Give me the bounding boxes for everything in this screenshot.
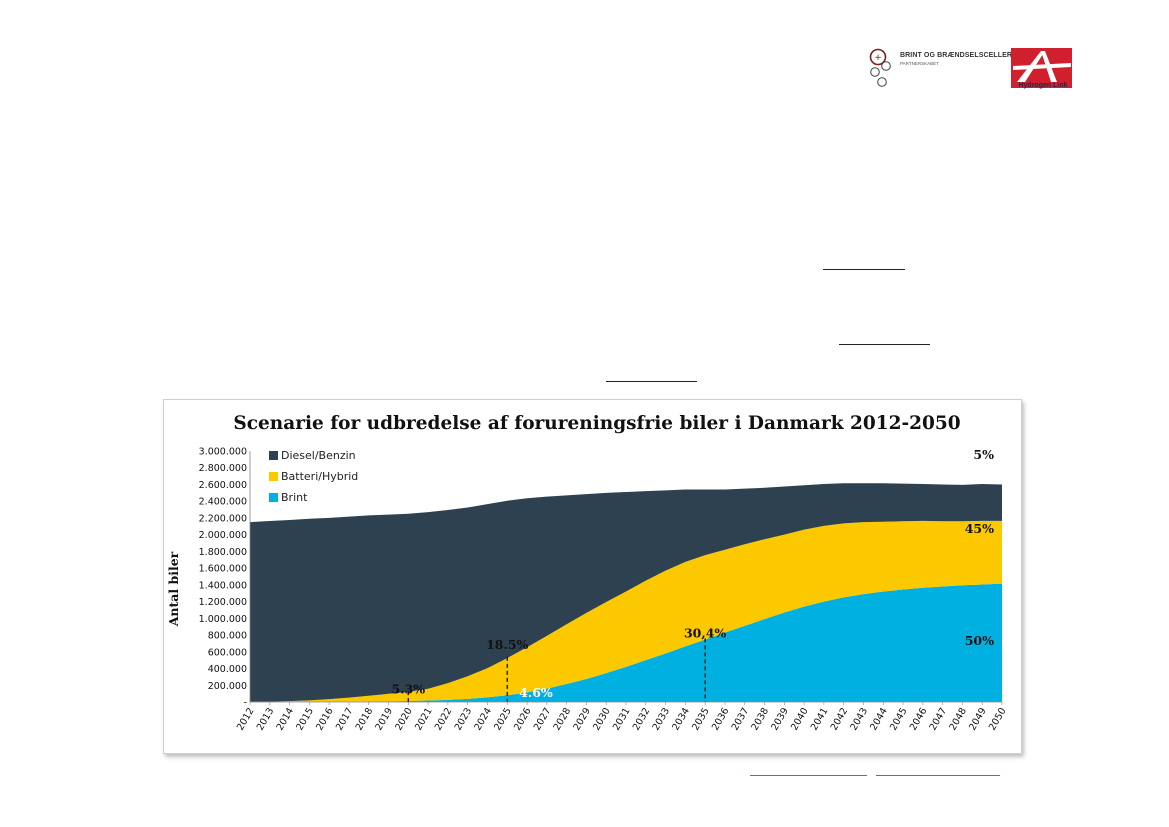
annotation-label: 45% bbox=[965, 521, 994, 536]
x-tick-label: 2012 bbox=[235, 706, 257, 732]
x-tick-label: 2036 bbox=[710, 706, 732, 732]
x-tick-label: 2025 bbox=[492, 706, 514, 732]
x-tick-label: 2046 bbox=[908, 706, 930, 732]
hydrogen-link-logo-icon bbox=[1011, 48, 1072, 88]
y-tick-label: 1.200.000 bbox=[199, 597, 247, 608]
annotation-label: 4.6% bbox=[519, 685, 553, 700]
x-tick-label: 2030 bbox=[591, 706, 613, 732]
x-tick-label: 2029 bbox=[571, 706, 593, 732]
x-tick-label: 2016 bbox=[314, 706, 336, 732]
x-tick-label: 2024 bbox=[472, 706, 494, 732]
legend-label: Diesel/Benzin bbox=[281, 449, 356, 462]
annotation-label: 5.3% bbox=[392, 681, 426, 696]
x-tick-label: 2015 bbox=[294, 706, 316, 732]
x-tick-label: 2021 bbox=[413, 706, 435, 732]
y-tick-label: 200.000 bbox=[208, 681, 247, 692]
y-tick-label: - bbox=[244, 698, 247, 709]
x-tick-label: 2049 bbox=[967, 706, 989, 732]
x-tick-label: 2035 bbox=[690, 706, 712, 732]
x-tick-label: 2037 bbox=[730, 706, 752, 732]
legend-swatch-diesel bbox=[269, 451, 278, 460]
x-tick-label: 2034 bbox=[670, 706, 692, 732]
link-underline-1 bbox=[750, 775, 867, 776]
x-tick-label: 2048 bbox=[947, 706, 969, 732]
x-tick-label: 2033 bbox=[651, 706, 673, 732]
legend-label: Batteri/Hybrid bbox=[281, 470, 358, 483]
svg-text:+: + bbox=[874, 53, 882, 63]
x-tick-label: 2013 bbox=[255, 706, 277, 732]
y-tick-label: 2.800.000 bbox=[199, 463, 247, 474]
y-tick-label: 400.000 bbox=[208, 664, 247, 675]
y-tick-label: 1.400.000 bbox=[199, 580, 247, 591]
x-tick-label: 2041 bbox=[809, 706, 831, 732]
y-tick-label: 1.000.000 bbox=[199, 614, 247, 625]
x-tick-label: 2032 bbox=[631, 706, 653, 732]
x-tick-label: 2045 bbox=[888, 706, 910, 732]
x-tick-label: 2022 bbox=[433, 706, 455, 732]
x-tick-label: 2031 bbox=[611, 706, 633, 732]
underline-2 bbox=[839, 344, 930, 345]
x-tick-label: 2020 bbox=[393, 706, 415, 732]
chart-title: Scenarie for udbredelse af forureningsfr… bbox=[233, 413, 960, 434]
y-tick-label: 600.000 bbox=[208, 647, 247, 658]
partnership-logo-subtitle: PARTNERSKABET bbox=[900, 61, 939, 66]
bubbles-logo-icon: + bbox=[869, 48, 891, 87]
hydrogen-link-logo-text: Hydrogen Link bbox=[1018, 82, 1068, 89]
partnership-logo-title: BRINT OG BRÆNDSELSCELLER bbox=[900, 52, 1013, 59]
x-tick-label: 2018 bbox=[354, 706, 376, 732]
x-tick-label: 2038 bbox=[750, 706, 772, 732]
y-axis-label: Antal biler bbox=[166, 551, 181, 627]
x-tick-label: 2026 bbox=[512, 706, 534, 732]
x-tick-label: 2039 bbox=[769, 706, 791, 732]
link-underline-2 bbox=[876, 775, 1000, 776]
area-batteri-hybrid bbox=[250, 520, 1002, 702]
y-tick-label: 800.000 bbox=[208, 631, 247, 642]
y-tick-label: 2.600.000 bbox=[199, 480, 247, 491]
annotation-label: 50% bbox=[965, 633, 994, 648]
x-tick-label: 2047 bbox=[928, 706, 950, 732]
legend-swatch-hydrogen bbox=[269, 493, 278, 502]
y-tick-label: 1.800.000 bbox=[199, 547, 247, 558]
x-tick-label: 2023 bbox=[453, 706, 475, 732]
x-tick-label: 2014 bbox=[275, 706, 297, 732]
x-tick-label: 2027 bbox=[532, 706, 554, 732]
y-tick-label: 2.400.000 bbox=[199, 497, 247, 508]
x-tick-label: 2028 bbox=[552, 706, 574, 732]
annotation-label: 5% bbox=[973, 447, 994, 462]
x-tick-label: 2042 bbox=[829, 706, 851, 732]
x-tick-label: 2043 bbox=[848, 706, 870, 732]
x-tick-label: 2040 bbox=[789, 706, 811, 732]
underline-3 bbox=[606, 381, 697, 382]
x-tick-label: 2044 bbox=[868, 706, 890, 732]
x-tick-label: 2017 bbox=[334, 706, 356, 732]
annotation-label: 18.5% bbox=[486, 637, 528, 652]
y-tick-label: 3.000.000 bbox=[199, 447, 247, 458]
legend-swatch-battery bbox=[269, 472, 278, 481]
area-brint bbox=[250, 583, 1002, 702]
underline-1 bbox=[823, 269, 905, 270]
x-tick-label: 2019 bbox=[374, 706, 396, 732]
legend-label: Brint bbox=[281, 491, 308, 504]
stacked-area-chart: Scenarie for udbredelse af forureningsfr… bbox=[166, 413, 1009, 732]
annotation-label: 30,4% bbox=[684, 625, 726, 640]
partner-logos: + BRINT OG BRÆNDSELSCELLER PARTNERSKABET… bbox=[866, 44, 1076, 94]
y-tick-label: 1.600.000 bbox=[199, 564, 247, 575]
area-diesel-benzin bbox=[250, 483, 1002, 702]
y-tick-label: 2.200.000 bbox=[199, 513, 247, 524]
y-tick-label: 2.000.000 bbox=[199, 530, 247, 541]
x-tick-label: 2050 bbox=[987, 706, 1009, 732]
